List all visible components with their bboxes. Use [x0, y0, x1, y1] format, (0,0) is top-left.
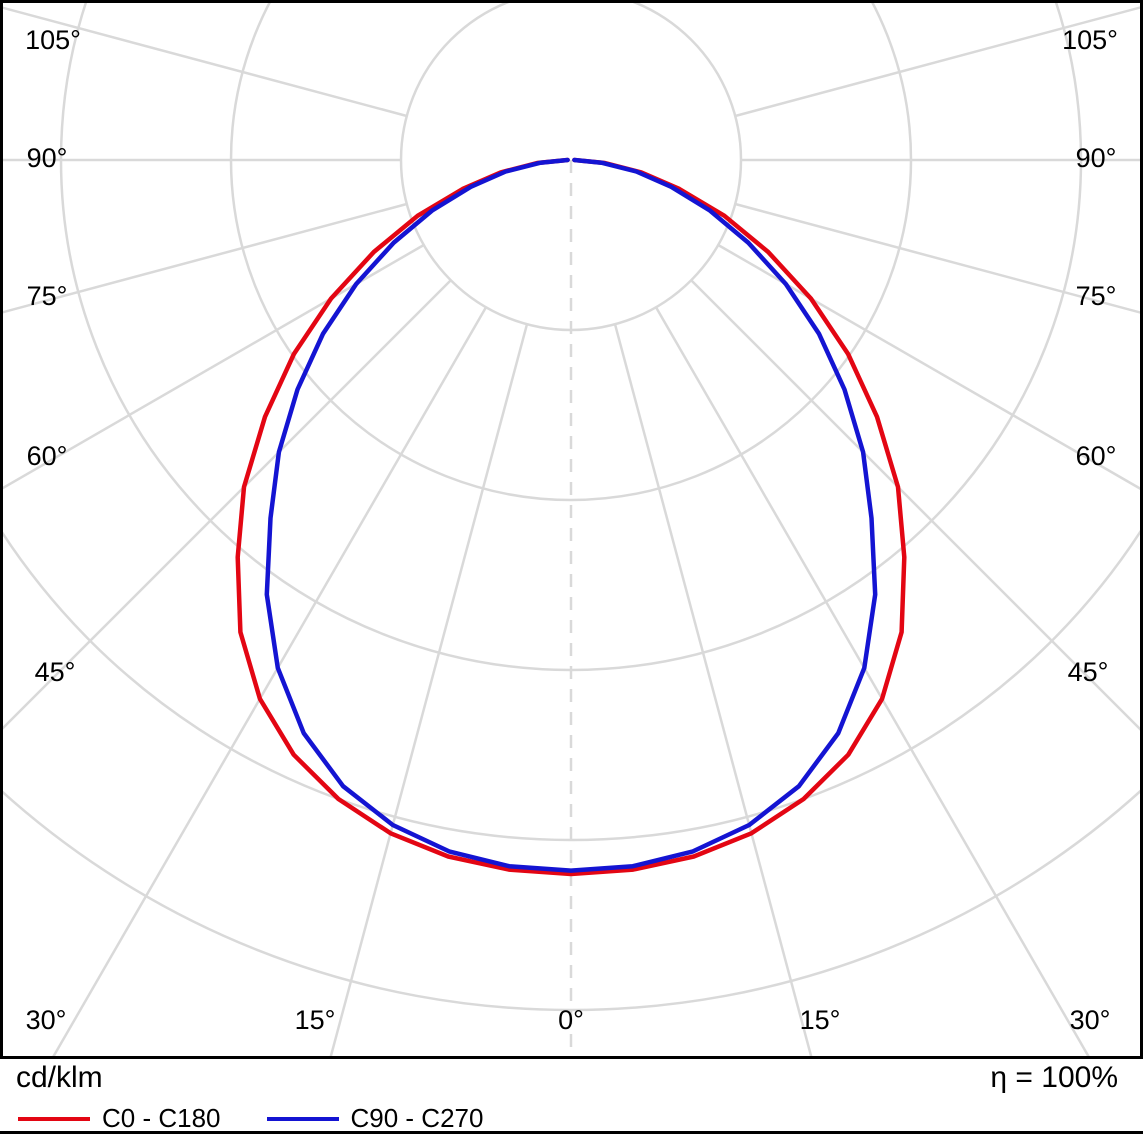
legend-label-c90-c270: C90 - C270	[350, 1103, 484, 1133]
angle-tick-label: 45°	[1068, 657, 1109, 687]
angle-tick-label: 90°	[1076, 143, 1117, 173]
grid-radial-line	[328, 323, 529, 1059]
grid-radial-line	[654, 306, 1092, 1059]
grid-radial-line	[50, 306, 488, 1059]
grid-radial-line	[0, 5, 408, 118]
grid-radial-line	[0, 243, 425, 492]
angle-tick-label: 0°	[558, 1005, 584, 1035]
angle-tick-label: 30°	[26, 1005, 67, 1035]
bottom-divider	[0, 1131, 1143, 1134]
angle-tick-label: 15°	[800, 1005, 841, 1035]
angle-tick-label: 45°	[35, 657, 76, 687]
legend: C0 - C180 C90 - C270	[18, 1103, 483, 1134]
polar-chart: 105° 90° 75° 60° 45° 105° 90° 75° 60° 45° 30° 15° 0°…	[0, 0, 1143, 1059]
grid-radial-line	[613, 323, 814, 1059]
legend-line-c0-c180-icon	[18, 1116, 90, 1121]
angle-tick-label: 90°	[27, 143, 68, 173]
grid-ring	[0, 786, 1143, 1011]
angle-tick-label: 75°	[27, 281, 68, 311]
grid-radial-line	[734, 202, 1143, 315]
light-output-ratio-value: η = 100%	[990, 1061, 1118, 1094]
angle-tick-label: 105°	[25, 25, 81, 55]
grid-radial-line	[0, 279, 452, 733]
polar-plot-area: 105° 90° 75° 60° 45° 105° 90° 75° 60° 45° 30° 15° 0°…	[0, 0, 1143, 1059]
legend-line-c90-c270-icon	[266, 1116, 339, 1121]
curve-c0-c180	[235, 157, 907, 877]
angle-tick-label: 60°	[27, 441, 68, 471]
angle-tick-label: 105°	[1062, 25, 1118, 55]
grid-radial-line	[0, 202, 408, 315]
grid-ring	[59, 0, 1083, 672]
angle-tick-label: 15°	[295, 1005, 336, 1035]
angle-tick-label: 60°	[1076, 441, 1117, 471]
angle-tick-label: 30°	[1070, 1005, 1111, 1035]
legend-label-c0-c180: C0 - C180	[102, 1103, 221, 1133]
curve-c90-c270	[264, 157, 878, 873]
footer: cd/klm η = 100% C0 - C180 C90 - C270	[0, 1059, 1143, 1143]
grid-radial-line	[717, 243, 1143, 492]
unit-label: cd/klm	[16, 1061, 103, 1094]
plot-border	[0, 0, 1143, 1059]
grid-radial-line	[734, 5, 1143, 118]
angle-tick-label: 75°	[1076, 281, 1117, 311]
grid-radial-line	[690, 279, 1143, 734]
